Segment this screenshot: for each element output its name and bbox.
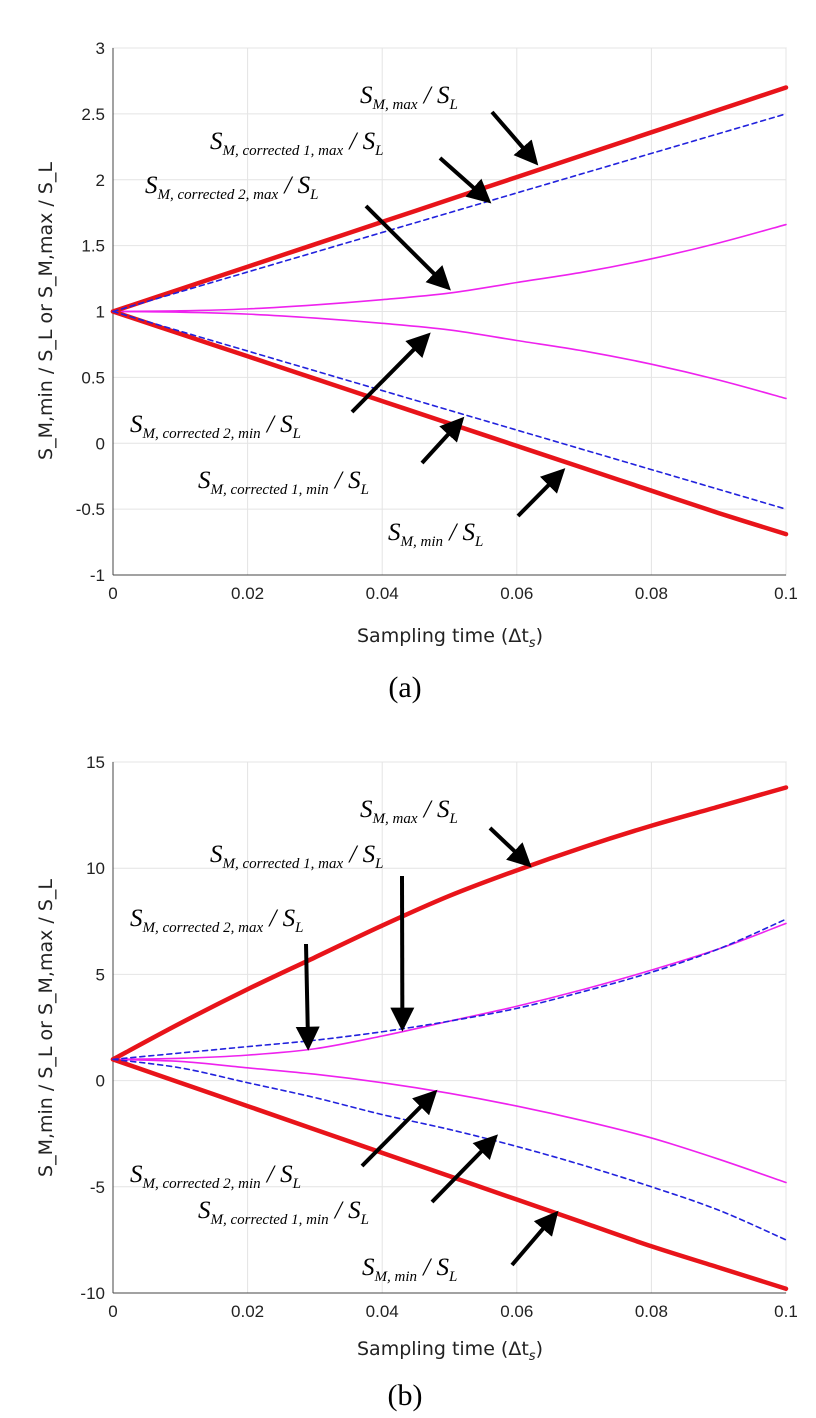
pa-arrow-3 [364, 204, 451, 291]
pa-series-corrected2-max [112, 223, 787, 313]
panel-a-grid [112, 47, 787, 576]
pb-arrow-5 [430, 1134, 499, 1204]
panel-b-label-corrected1-max: SM, corrected 1, max / SL [210, 841, 383, 872]
pa-arrow-6 [516, 468, 566, 518]
panel-a-label-corrected2-max: SM, corrected 2, max / SL [145, 172, 318, 203]
panel-b-arrows [295, 826, 559, 1267]
pb-y-tick-label: 10 [86, 859, 105, 878]
pb-y-tick-label: 5 [96, 965, 105, 984]
pb-y-tick-label: -5 [90, 1178, 105, 1197]
pa-x-tick-label: 0.04 [366, 584, 399, 603]
panel-a-x-ticks: 0 0.02 0.04 0.06 0.08 0.1 [108, 584, 798, 603]
pa-y-tick-label: 2 [96, 171, 105, 190]
pa-y-tick-label: 1 [96, 303, 105, 322]
pa-y-tick-label: 0.5 [81, 368, 105, 387]
panel-a-label-max: SM, max / SL [360, 82, 458, 113]
panel-a-label-min: SM, min / SL [388, 519, 483, 550]
pb-arrow-6 [510, 1210, 559, 1267]
pa-y-tick-label: 3 [96, 39, 105, 58]
pb-x-tick-label: 0.1 [774, 1302, 798, 1321]
pb-arrow-3 [295, 943, 320, 1051]
panel-b-x-axis-title: Sampling time (Δts) [357, 1338, 543, 1364]
panel-a-x-axis-title: Sampling time (Δts) [357, 625, 543, 651]
pa-x-tick-label: 0 [108, 584, 117, 603]
pb-arrow-1 [488, 826, 532, 868]
pb-series-min [110, 1057, 789, 1291]
panel-a-chart: 0 0.02 0.04 0.06 0.08 0.1 -1 -0.5 0 0.5 1 1.5 2 2.5 3… [35, 39, 798, 704]
pa-x-tick-label: 0.1 [774, 584, 798, 603]
pb-series-corrected2-min [112, 1058, 787, 1184]
panel-a-label-corrected1-max: SM, corrected 1, max / SL [210, 128, 383, 159]
pb-plot-frame [112, 761, 787, 1294]
panel-b-series [110, 785, 789, 1291]
pa-arrow-4 [350, 332, 431, 414]
pa-arrow-5 [420, 416, 465, 465]
panel-b-x-ticks: 0 0.02 0.04 0.06 0.08 0.1 [108, 1302, 798, 1321]
pb-x-tick-label: 0.04 [366, 1302, 399, 1321]
panel-b-label-corrected1-min: SM, corrected 1, min / SL [198, 1197, 369, 1228]
pa-series-corrected1-min [112, 310, 787, 510]
pb-series-corrected1-max [112, 918, 787, 1061]
pa-series-max [110, 85, 789, 314]
pa-y-tick-label: 0 [96, 434, 105, 453]
pa-x-tick-label: 0.08 [635, 584, 668, 603]
panel-a-y-axis-title: S_M,min / S_L or S_M,max / S_L [35, 162, 57, 460]
panel-b-label-corrected2-min: SM, corrected 2, min / SL [130, 1161, 301, 1192]
panel-b-caption: (b) [388, 1379, 423, 1412]
panel-b-chart: 0 0.02 0.04 0.06 0.08 0.1 -10 -5 0 5 10 15 SM, max… [35, 753, 798, 1412]
pa-y-tick-label: 1.5 [81, 237, 105, 256]
panel-b-y-axis-title: S_M,min / S_L or S_M,max / S_L [35, 879, 57, 1177]
pb-y-tick-label: 0 [96, 1072, 105, 1091]
pa-y-tick-label: 2.5 [81, 105, 105, 124]
pa-y-tick-label: -1 [90, 566, 105, 585]
pb-arrow-4 [360, 1089, 438, 1168]
pb-x-tick-label: 0.06 [500, 1302, 533, 1321]
pa-series-corrected2-min [112, 310, 787, 400]
pb-x-tick-label: 0.02 [231, 1302, 264, 1321]
pb-x-tick-label: 0.08 [635, 1302, 668, 1321]
pb-x-tick-label: 0 [108, 1302, 117, 1321]
pa-y-tick-label: -0.5 [76, 500, 105, 519]
panel-b-y-ticks: -10 -5 0 5 10 15 [80, 753, 105, 1303]
panel-b-grid [112, 761, 787, 1294]
pb-series-corrected1-min [112, 1058, 787, 1241]
pa-arrow-1 [490, 110, 539, 166]
panel-b-label-min: SM, min / SL [362, 1254, 457, 1285]
pb-series-max [110, 785, 789, 1062]
pa-arrow-2 [438, 156, 492, 204]
panel-a-y-ticks: -1 -0.5 0 0.5 1 1.5 2 2.5 3 [76, 39, 105, 585]
panel-a-arrows [350, 110, 566, 518]
panel-b-label-corrected2-max: SM, corrected 2, max / SL [130, 905, 303, 936]
pa-x-tick-label: 0.06 [500, 584, 533, 603]
pb-y-tick-label: -10 [80, 1284, 105, 1303]
panel-a-label-corrected1-min: SM, corrected 1, min / SL [198, 467, 369, 498]
pa-x-tick-label: 0.02 [231, 584, 264, 603]
panel-b-label-max: SM, max / SL [360, 796, 458, 827]
pa-series-corrected1-max [112, 113, 787, 313]
panel-a-caption: (a) [388, 671, 421, 704]
pb-y-tick-label: 15 [86, 753, 105, 772]
panel-a-label-corrected2-min: SM, corrected 2, min / SL [130, 411, 301, 442]
